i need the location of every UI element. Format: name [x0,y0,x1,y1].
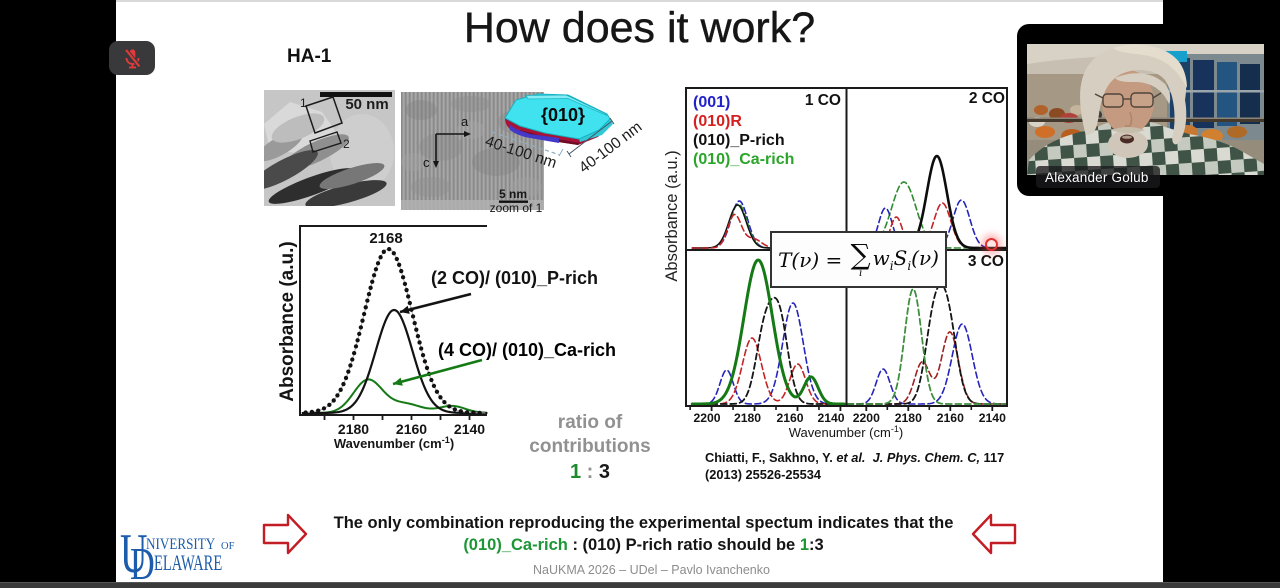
right-arrow-icon [262,513,308,555]
university-of-delaware-logo: U D NIVERSITY OF ELAWARE [118,523,238,588]
tem1-region1-label: 1 [300,96,307,110]
svg-text:2160: 2160 [937,411,964,425]
participant-name: Alexander Golub [1036,166,1160,188]
svg-text:2180: 2180 [338,421,369,437]
svg-text:2160: 2160 [396,421,427,437]
tem1-region2-label: 2 [343,137,350,151]
svg-text:2140: 2140 [979,411,1006,425]
svg-text:Wavenumber (cm-1): Wavenumber (cm-1) [334,435,454,451]
ratio-value: 1 : 3 [509,461,671,484]
citation-line1-part-2 [865,450,872,465]
conclusion-line2-part-2: 1 [799,535,809,554]
plot-annotation-ca-rich: (4 CO)/ (010)_Ca-rich [438,340,617,360]
ud-logo-elaware: ELAWARE [154,550,223,575]
svg-text:2200: 2200 [853,411,880,425]
svg-text:2140: 2140 [454,421,485,437]
citation-line1-part-1: et al. [836,450,866,465]
bottom-window-edge [0,582,1280,588]
svg-text:Absorbance (a.u.): Absorbance (a.u.) [663,150,681,281]
svg-text:2160: 2160 [776,411,803,425]
conclusion-line2-part-3: :3 [809,535,824,554]
citation-line2: (2013) 25526-25534 [705,466,821,482]
participant-video-tile[interactable]: Alexander Golub [1017,24,1270,196]
legend-entry-1: (010)R [693,113,742,130]
tem2-axis-a-label: a [461,114,469,129]
legend-entry-3: (010)_Ca-rich [693,151,795,168]
formula-terms: wiSi(ν) [872,246,939,273]
crystal-face-label: {010} [541,105,585,125]
formula-lhs: T(ν) = [778,247,849,272]
panel-label-1co: 1 CO [804,92,841,109]
slide-title: How does it work? [463,4,816,52]
tem2-scale-label: 5 nm [499,187,527,201]
svg-text:Absorbance (a.u.): Absorbance (a.u.) [277,241,298,401]
left-arrow-icon [971,513,1017,555]
ud-logo-d: D [130,539,155,588]
conclusion-line2: (010)_Ca-rich : (010) P-rich ratio shoul… [120,536,1167,555]
ratio-value-part-2: 3 [598,461,611,483]
ud-logo-of: OF [221,541,235,552]
svg-text:2200: 2200 [693,411,720,425]
legend-entry-2: (010)_P-rich [693,132,785,149]
ud-logo-niversity: NIVERSITY [146,536,216,553]
crystal-diagram: {010} 40-100 nm 40-100 nm [483,93,645,177]
sample-label: HA-1 [287,46,332,67]
ratio-note-line1: ratio of [557,412,623,433]
conclusion-line1: The only combination reproducing the exp… [333,514,954,532]
slide-top-edge [116,0,1163,2]
plot-annotation-p-rich: (2 CO)/ (010)_P-rich [431,268,599,288]
participant-video [1027,44,1264,175]
legend-entry-0: (001) [693,94,731,111]
svg-text:2168: 2168 [369,230,402,247]
ud-logo-u: U [120,523,148,585]
panel-label-3co: 3 CO [967,253,1004,270]
microphone-muted-icon[interactable] [109,41,155,75]
svg-text:2140: 2140 [817,411,844,425]
conclusion-line2-part-0: (010)_Ca-rich [463,535,568,554]
ratio-value-part-1: : [581,461,599,483]
svg-text:Wavenumber (cm-1): Wavenumber (cm-1) [789,424,904,440]
panel-label-2co: 2 CO [968,90,1005,107]
svg-text:2180: 2180 [895,411,922,425]
tem2-caption: zoom of 1 [490,201,543,214]
citation-line1-part-4: 117 [980,450,1005,465]
spectra-legend: (001) (010)R (010)_P-rich (010)_Ca-rich [693,93,794,169]
citation: Chiatti, F., Sakhno, Y. et al. J. Phys. … [705,450,1035,483]
conclusion-line2-part-1: : (010) P-rich ratio should be [567,535,800,554]
citation-line1-part-3: J. Phys. Chem. C, [872,450,980,465]
citation-line1-part-0: Chiatti, F., Sakhno, Y. [705,450,837,465]
ratio-note-line2: contributions [529,436,651,457]
svg-text:2180: 2180 [734,411,761,425]
tem2-axis-c-label: c [423,155,430,170]
formula-sigma-subscript: i [858,266,863,279]
formula-sigma: ∑ [850,237,871,271]
weighted-sum-formula: T(ν) = ∑ i wiSi(ν) [770,231,947,288]
tem1-scale-label: 50 nm [345,96,388,113]
tem-image-1: 50 nm 1 2 [264,90,395,206]
ratio-value-part-0: 1 [569,461,582,483]
slide-footer: NaUKMA 2026 – UDel – Pavlo Ivanchenko [533,563,770,577]
laser-pointer-dot [985,238,998,251]
